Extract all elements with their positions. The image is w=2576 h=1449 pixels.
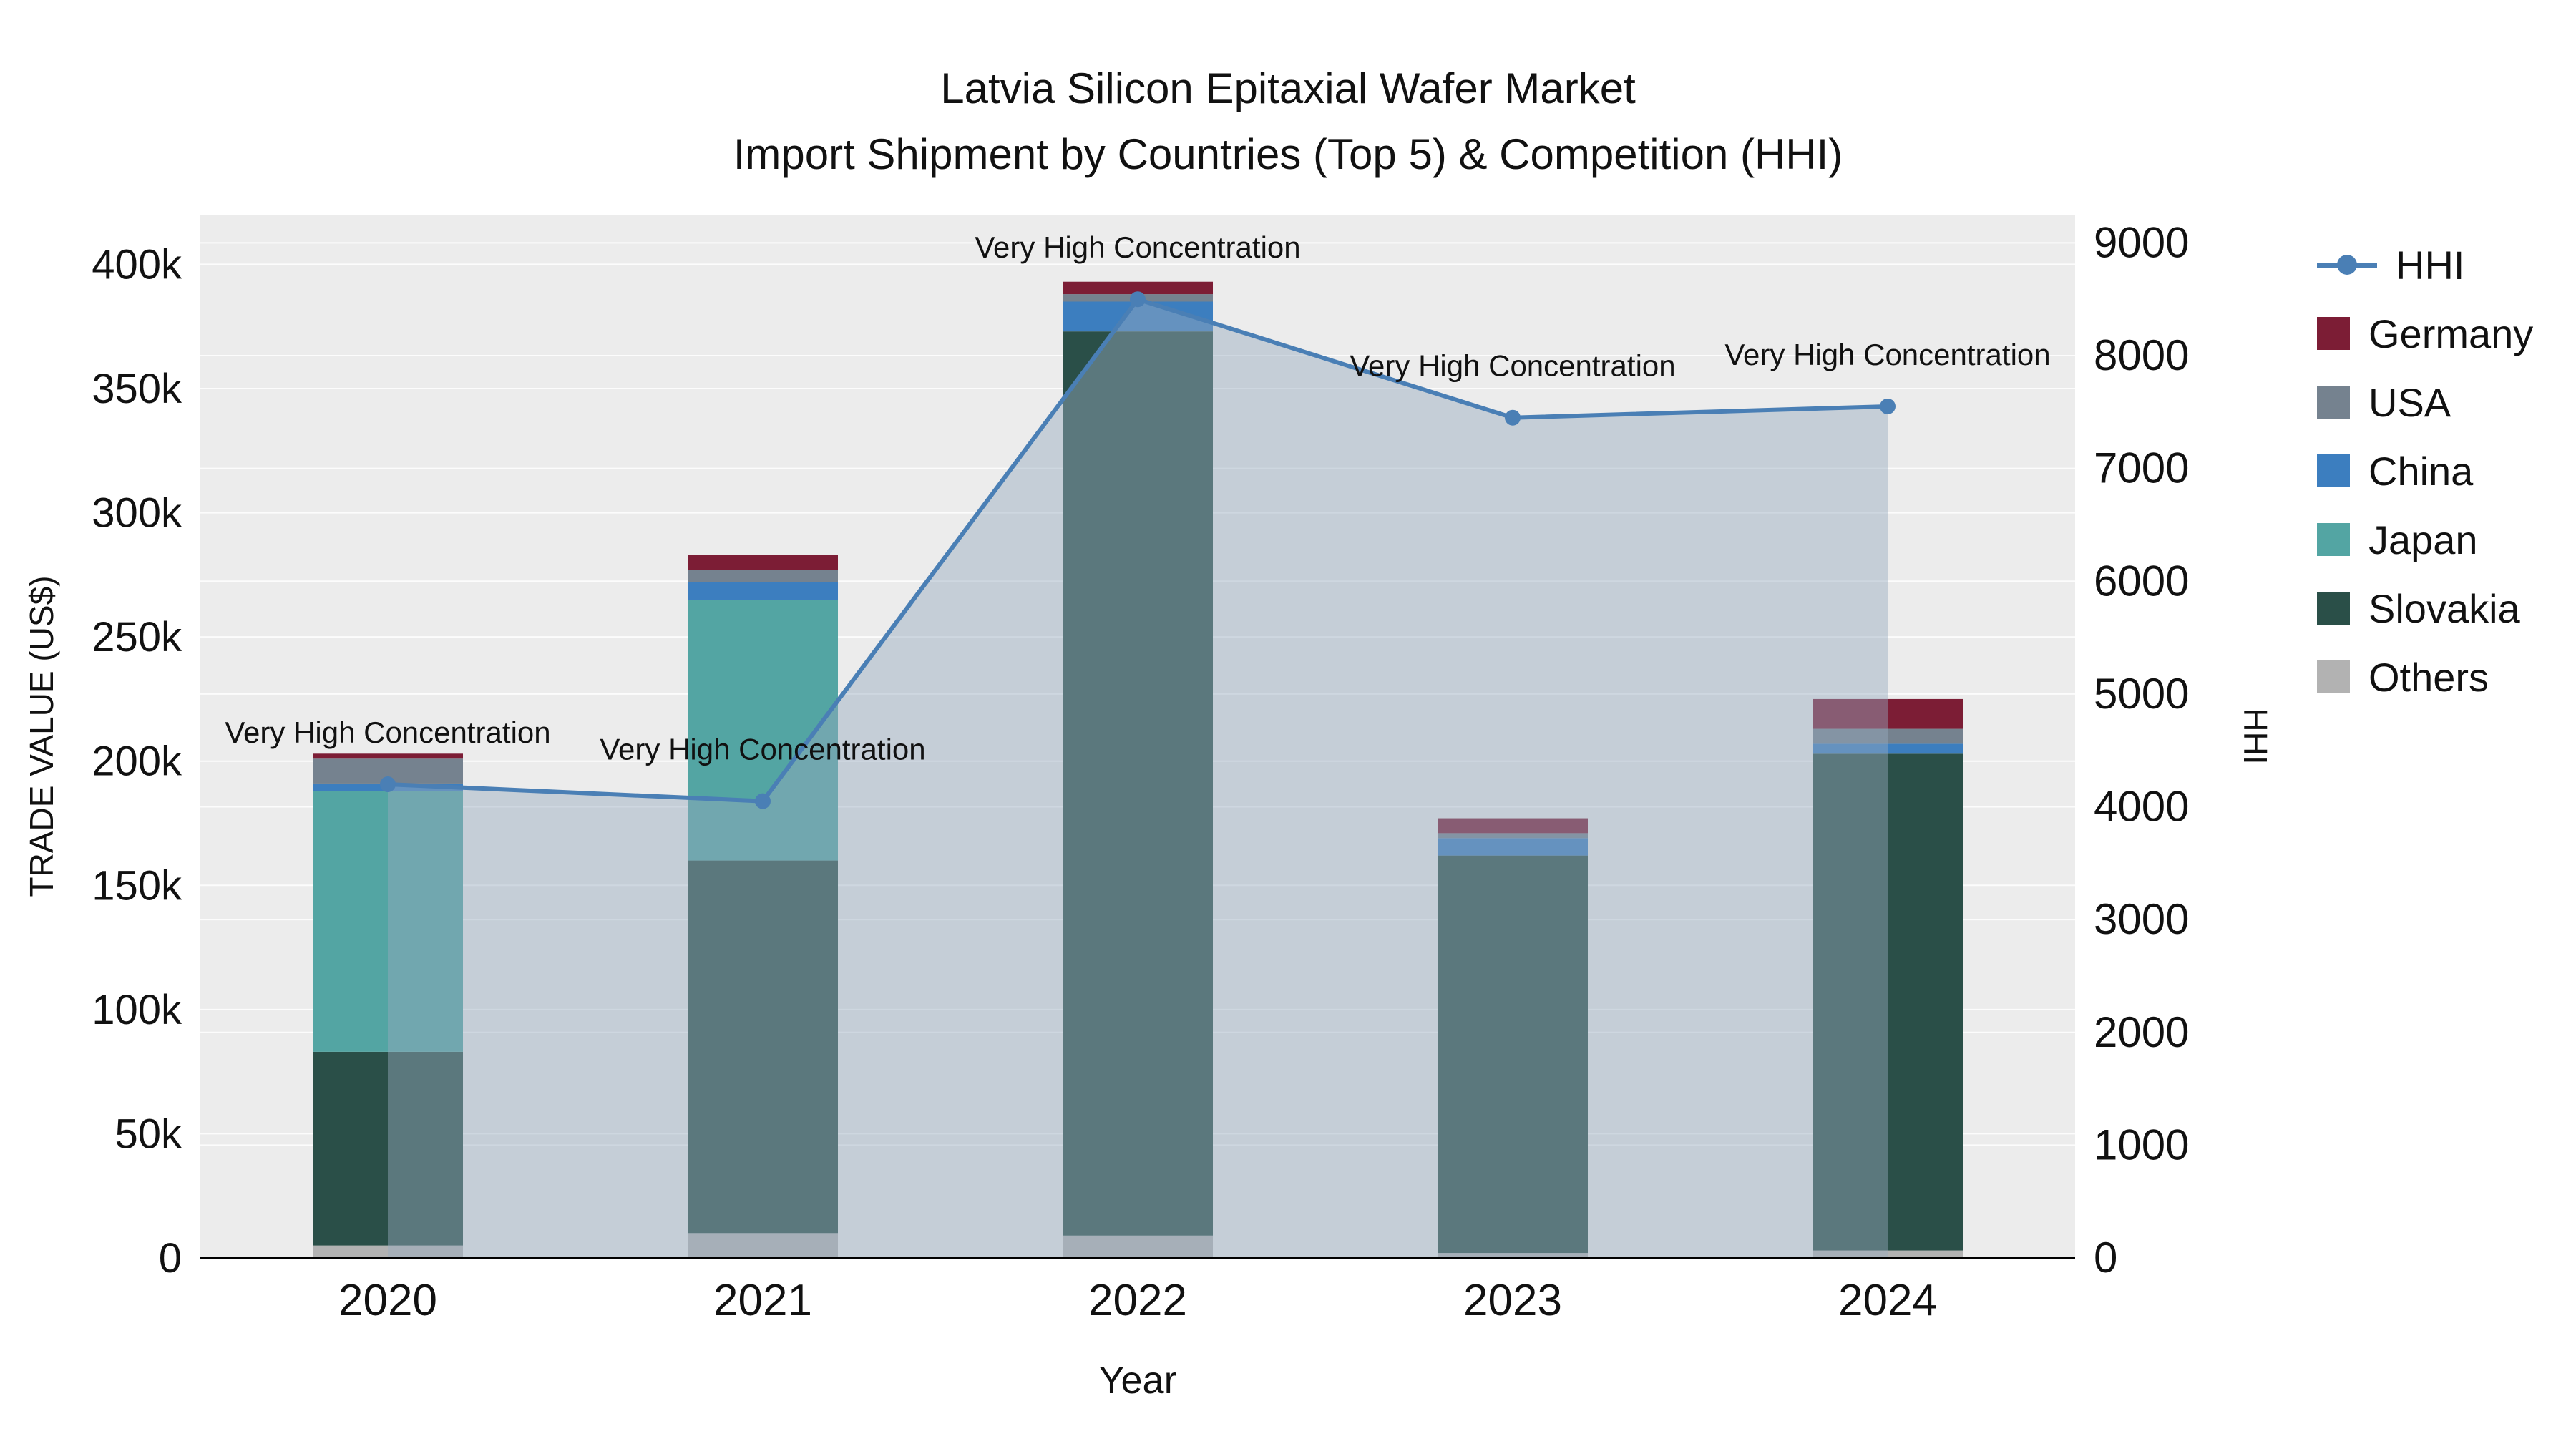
hhi-point-marker[interactable]: [755, 793, 771, 809]
bar-segment-others[interactable]: [688, 1233, 838, 1258]
legend-label: HHI: [2396, 242, 2465, 288]
legend-label: Slovakia: [2368, 585, 2520, 631]
legend-color-swatch: [2317, 523, 2350, 556]
bar-segment-usa[interactable]: [688, 570, 838, 582]
bar-segment-others[interactable]: [1813, 1250, 1963, 1258]
x-axis-tick: 2020: [338, 1276, 437, 1325]
annotation-label: Very High Concentration: [600, 733, 925, 766]
bar-segment-germany[interactable]: [313, 753, 463, 759]
bar-segment-china[interactable]: [1813, 743, 1963, 754]
left-axis-tick: 0: [159, 1235, 182, 1282]
right-axis-title: HHI: [2237, 708, 2274, 765]
right-axis-tick: 9000: [2094, 218, 2189, 266]
hhi-area-fill: [388, 299, 1888, 1259]
legend-item-slovakia[interactable]: Slovakia: [2317, 585, 2533, 631]
annotation-label: Very High Concentration: [1350, 349, 1675, 383]
bar-segment-germany[interactable]: [1063, 281, 1213, 295]
bar-segment-slovakia[interactable]: [313, 1051, 463, 1246]
x-axis-title: Year: [1098, 1359, 1177, 1402]
bar-segment-others[interactable]: [313, 1245, 463, 1258]
bar-segment-slovakia[interactable]: [1438, 855, 1588, 1254]
left-axis-tick: 50k: [114, 1111, 182, 1157]
annotation-label: Very High Concentration: [975, 230, 1300, 264]
right-axis-tick: 3000: [2094, 895, 2189, 943]
left-axis-tick: 250k: [92, 614, 182, 660]
annotation-label: Very High Concentration: [1724, 338, 2050, 371]
bar-segment-japan[interactable]: [313, 791, 463, 1052]
right-axis-tick: 8000: [2094, 331, 2189, 379]
left-axis-tick: 300k: [92, 490, 182, 537]
legend-label: China: [2368, 448, 2474, 494]
legend: HHI Germany USA China Japan Slovakia Others: [2317, 242, 2533, 700]
left-axis-tick: 100k: [92, 987, 182, 1033]
bar-segment-china[interactable]: [688, 582, 838, 600]
chart-title-line2: Import Shipment by Countries (Top 5) & C…: [733, 130, 1843, 178]
legend-color-swatch: [2317, 386, 2350, 419]
bar-segment-germany[interactable]: [688, 555, 838, 570]
left-axis-title: TRADE VALUE (US$): [23, 575, 60, 897]
bar-segment-usa[interactable]: [1813, 728, 1963, 744]
hhi-point-marker[interactable]: [380, 776, 396, 792]
right-axis-tick: 7000: [2094, 444, 2189, 492]
hhi-point-marker[interactable]: [1130, 291, 1146, 308]
legend-item-hhi[interactable]: HHI: [2317, 242, 2533, 288]
legend-color-swatch: [2317, 454, 2350, 487]
hhi-point-marker[interactable]: [1505, 409, 1521, 426]
legend-item-germany[interactable]: Germany: [2317, 311, 2533, 356]
x-axis-tick: 2024: [1838, 1276, 1937, 1325]
legend-line-marker: [2337, 255, 2357, 275]
legend-label: USA: [2368, 379, 2451, 425]
legend-label: Japan: [2368, 517, 2478, 562]
chart-title-line1: Latvia Silicon Epitaxial Wafer Market: [940, 64, 1636, 112]
right-axis-tick: 5000: [2094, 670, 2189, 718]
bar-segment-usa[interactable]: [1438, 833, 1588, 839]
legend-item-usa[interactable]: USA: [2317, 379, 2533, 425]
legend-line-symbol: [2317, 255, 2377, 275]
bar-segment-others[interactable]: [1438, 1253, 1588, 1258]
legend-label: Germany: [2368, 311, 2534, 356]
legend-color-swatch: [2317, 660, 2350, 693]
annotation-label: Very High Concentration: [225, 716, 550, 749]
right-axis-tick: 0: [2094, 1234, 2117, 1282]
right-axis-tick: 2000: [2094, 1008, 2189, 1056]
bar-segment-japan[interactable]: [688, 600, 838, 861]
right-axis-tick: 6000: [2094, 557, 2189, 605]
left-axis-tick: 400k: [92, 241, 182, 288]
legend-item-china[interactable]: China: [2317, 448, 2533, 494]
bar-segment-slovakia[interactable]: [688, 860, 838, 1234]
left-axis-tick: 350k: [92, 366, 182, 412]
right-axis-tick: 4000: [2094, 783, 2189, 831]
left-axis-tick: 200k: [92, 738, 182, 785]
legend-color-swatch: [2317, 317, 2350, 350]
legend-color-swatch: [2317, 592, 2350, 625]
x-axis-tick: 2021: [713, 1276, 812, 1325]
legend-label: Others: [2368, 654, 2489, 700]
x-axis-tick: 2023: [1463, 1276, 1562, 1325]
bar-segment-others[interactable]: [1063, 1235, 1213, 1258]
right-axis-tick: 1000: [2094, 1121, 2189, 1169]
hhi-point-marker[interactable]: [1880, 398, 1896, 414]
left-axis-tick: 150k: [92, 862, 182, 909]
bar-segment-china[interactable]: [1438, 838, 1588, 856]
bar-segment-slovakia[interactable]: [1063, 331, 1213, 1236]
bar-segment-germany[interactable]: [1813, 698, 1963, 729]
legend-item-others[interactable]: Others: [2317, 654, 2533, 700]
chart-title: Latvia Silicon Epitaxial Wafer Market Im…: [0, 56, 2576, 187]
bar-segment-germany[interactable]: [1438, 818, 1588, 834]
x-axis-tick: 2022: [1088, 1276, 1187, 1325]
bar-segment-slovakia[interactable]: [1813, 753, 1963, 1251]
legend-item-japan[interactable]: Japan: [2317, 517, 2533, 562]
